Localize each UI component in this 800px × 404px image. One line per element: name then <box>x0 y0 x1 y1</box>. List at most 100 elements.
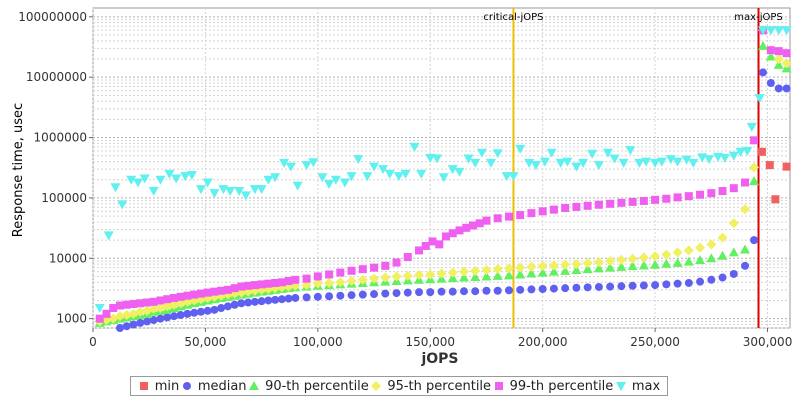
data-point <box>415 246 424 255</box>
data-point <box>695 255 706 265</box>
data-point <box>369 273 380 284</box>
data-point <box>393 172 404 182</box>
x-tick-label: 100,000 <box>293 335 343 349</box>
data-point <box>136 299 145 308</box>
legend-swatch <box>371 381 382 391</box>
data-point <box>237 282 246 291</box>
data-point <box>277 278 286 287</box>
data-point <box>454 167 465 177</box>
data-point <box>110 183 121 193</box>
data-point <box>683 256 694 266</box>
data-point <box>129 320 138 329</box>
x-tick-label: 250,000 <box>630 335 680 349</box>
data-point <box>380 272 391 283</box>
data-point <box>606 282 615 291</box>
legend-marker <box>249 381 260 390</box>
data-point <box>549 205 558 214</box>
data-point <box>250 297 259 306</box>
y-tick-label: 10000 <box>49 251 87 265</box>
data-point <box>114 311 125 322</box>
data-point <box>425 269 436 280</box>
data-point <box>759 68 768 77</box>
data-point <box>190 290 199 299</box>
y-tick-label: 1000 <box>56 312 87 326</box>
data-point <box>504 212 513 221</box>
data-point <box>428 237 437 246</box>
data-point <box>683 245 694 256</box>
data-point <box>313 272 322 281</box>
data-point <box>537 261 548 272</box>
data-point <box>176 292 185 301</box>
data-point <box>572 283 581 292</box>
data-point <box>609 154 620 164</box>
legend-marker <box>139 382 148 390</box>
data-point <box>136 318 145 327</box>
data-point <box>455 226 464 235</box>
data-point <box>169 293 178 302</box>
data-point <box>139 174 150 184</box>
legend-marker <box>615 382 626 391</box>
data-point <box>203 306 212 315</box>
data-point <box>578 158 589 168</box>
data-point <box>426 288 435 297</box>
data-point <box>301 161 312 171</box>
data-point <box>180 172 191 182</box>
data-point <box>470 271 481 281</box>
data-point <box>102 309 111 318</box>
data-point <box>481 264 492 275</box>
data-point <box>508 172 519 182</box>
data-point <box>217 304 226 313</box>
data-point <box>324 180 335 190</box>
legend-swatch <box>139 382 148 390</box>
data-point <box>526 261 537 272</box>
legend-item: 99-th percentile <box>493 379 613 394</box>
legend-label: median <box>197 378 247 394</box>
data-point <box>122 322 131 331</box>
data-point <box>468 221 477 230</box>
data-point <box>432 154 443 164</box>
data-point <box>493 214 502 223</box>
data-point <box>370 263 379 272</box>
data-point <box>729 269 738 278</box>
legend-label: 95-th percentile <box>387 378 492 394</box>
data-point <box>605 262 616 272</box>
data-point <box>335 277 346 288</box>
data-point <box>264 279 273 288</box>
data-point <box>476 148 487 158</box>
data-point <box>122 300 131 309</box>
data-point <box>765 161 774 170</box>
data-point <box>707 189 716 198</box>
data-point <box>696 277 705 286</box>
data-point <box>741 178 750 187</box>
data-point <box>438 173 449 183</box>
data-point <box>650 251 661 262</box>
reference-markers: critical-jOPS max-jOPS <box>483 8 783 328</box>
data-point <box>695 242 706 253</box>
data-point <box>583 283 592 292</box>
data-point <box>162 301 173 312</box>
data-point <box>279 158 290 168</box>
data-point <box>142 298 151 307</box>
data-point <box>549 284 558 293</box>
data-point <box>527 209 536 218</box>
data-point <box>317 173 328 183</box>
data-point <box>277 295 286 304</box>
data-point <box>729 184 738 193</box>
data-point <box>155 303 166 314</box>
legend-label: min <box>154 378 180 394</box>
data-point <box>358 290 367 299</box>
data-point <box>284 277 293 286</box>
data-point <box>210 305 219 314</box>
data-point <box>560 259 571 270</box>
data-point <box>593 263 604 273</box>
data-point <box>347 291 356 300</box>
data-point <box>593 257 604 268</box>
data-point <box>391 271 402 282</box>
data-point <box>593 161 604 171</box>
data-point <box>186 170 197 180</box>
data-point <box>425 153 436 163</box>
data-point <box>302 293 311 302</box>
data-point <box>414 269 425 280</box>
y-tick-label: 100000 <box>41 191 87 205</box>
